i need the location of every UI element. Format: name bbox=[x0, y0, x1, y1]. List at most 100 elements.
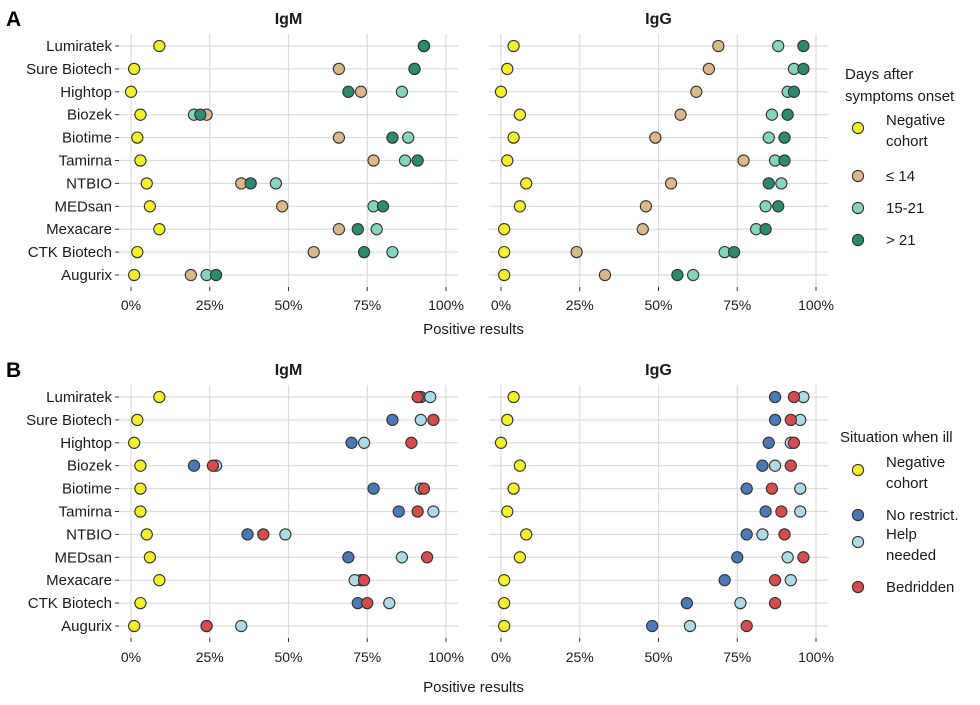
data-point bbox=[497, 574, 511, 587]
facet-igg: IgG 0% 25% 50% 75% 100% bbox=[489, 362, 834, 665]
data-point bbox=[342, 551, 355, 564]
x-tick-label: 75% bbox=[353, 297, 381, 313]
data-point bbox=[639, 200, 653, 213]
data-point bbox=[727, 245, 741, 259]
legend-item: 15-21 bbox=[851, 200, 924, 217]
x-tick-label: 75% bbox=[353, 649, 381, 665]
facet-igg: IgG 0% 25% 50% 75% 100% bbox=[489, 11, 834, 313]
data-point bbox=[383, 596, 396, 610]
legend-item: Help needed bbox=[851, 526, 936, 564]
data-point bbox=[781, 108, 794, 121]
data-point bbox=[734, 596, 747, 610]
legend-label: Help bbox=[886, 526, 917, 543]
data-point bbox=[494, 85, 508, 98]
data-point bbox=[762, 131, 775, 144]
data-point bbox=[520, 528, 533, 541]
y-category-label: CTK Biotech bbox=[28, 244, 112, 261]
data-point bbox=[497, 596, 511, 610]
y-category-label: Mexacare bbox=[46, 572, 112, 589]
data-point bbox=[781, 551, 794, 564]
data-point bbox=[332, 131, 346, 144]
data-point bbox=[683, 619, 697, 633]
data-point bbox=[501, 413, 514, 427]
y-category-label: Biotime bbox=[62, 481, 112, 498]
data-point bbox=[507, 390, 520, 404]
data-point bbox=[408, 62, 421, 76]
y-category-label: MEDsan bbox=[54, 549, 112, 566]
data-point bbox=[778, 528, 791, 541]
data-point bbox=[756, 459, 769, 472]
data-point bbox=[269, 177, 283, 190]
data-point bbox=[342, 85, 355, 98]
data-point bbox=[762, 436, 775, 449]
data-point bbox=[768, 459, 782, 472]
facet-title: IgM bbox=[275, 362, 303, 379]
data-point bbox=[687, 268, 700, 282]
y-category-label: CTK Biotech bbox=[28, 595, 112, 612]
legend-item: No restrict. bbox=[851, 507, 959, 524]
legend-item: ≤ 14 bbox=[851, 168, 915, 185]
panel-b: B IgM 0% 25% 50% 75% 100% IgG 0% 25% 50% 75% 100% Lum… bbox=[6, 359, 959, 696]
legend: Situation when ill Negative cohort No restr… bbox=[840, 429, 959, 596]
legend-label: needed bbox=[886, 547, 936, 564]
data-point bbox=[649, 131, 662, 144]
data-point bbox=[671, 268, 684, 282]
data-point bbox=[740, 619, 753, 633]
data-point bbox=[570, 245, 583, 259]
data-point bbox=[768, 574, 782, 587]
y-category-label: Tamirna bbox=[59, 153, 113, 170]
data-point bbox=[357, 245, 371, 259]
x-tick-label: 100% bbox=[798, 297, 834, 313]
x-tick-label: 50% bbox=[274, 649, 302, 665]
data-point bbox=[712, 39, 725, 53]
legend-label: cohort bbox=[886, 475, 929, 492]
data-point bbox=[143, 200, 157, 213]
data-point bbox=[405, 436, 418, 449]
data-point bbox=[370, 223, 383, 236]
data-point bbox=[307, 245, 320, 259]
data-point bbox=[784, 413, 797, 427]
data-point bbox=[140, 177, 153, 190]
data-point bbox=[332, 223, 346, 236]
data-point bbox=[153, 223, 166, 236]
legend-marker bbox=[851, 121, 865, 135]
data-point bbox=[411, 505, 424, 518]
data-point bbox=[768, 596, 782, 610]
data-point bbox=[235, 619, 248, 633]
data-point bbox=[768, 413, 782, 427]
y-category-label: Sure Biotech bbox=[26, 412, 112, 429]
data-point bbox=[127, 62, 141, 76]
legend-label: > 21 bbox=[886, 232, 916, 249]
data-point bbox=[395, 85, 409, 98]
data-point bbox=[276, 200, 289, 213]
legend-label: ≤ 14 bbox=[886, 168, 915, 185]
data-point bbox=[497, 223, 511, 236]
data-point bbox=[772, 200, 785, 213]
data-point bbox=[680, 596, 693, 610]
data-point bbox=[794, 482, 807, 495]
facet-title: IgG bbox=[645, 11, 672, 28]
data-point bbox=[357, 436, 371, 449]
legend-label: Bedridden bbox=[886, 579, 954, 596]
data-point bbox=[794, 505, 807, 518]
data-point bbox=[520, 177, 533, 190]
data-point bbox=[787, 85, 801, 98]
data-point bbox=[731, 551, 744, 564]
legend-label: cohort bbox=[886, 133, 929, 150]
data-point bbox=[646, 619, 659, 633]
data-point bbox=[143, 551, 157, 564]
data-point bbox=[257, 528, 270, 541]
legend-item: Negative cohort bbox=[851, 112, 945, 150]
data-point bbox=[386, 413, 399, 427]
data-point bbox=[513, 200, 527, 213]
data-point bbox=[513, 108, 527, 121]
data-point bbox=[759, 200, 772, 213]
data-point bbox=[134, 154, 147, 167]
legend-label: No restrict. bbox=[886, 507, 959, 524]
data-point bbox=[759, 505, 772, 518]
legend-label: Negative bbox=[886, 454, 945, 471]
data-point bbox=[131, 131, 144, 144]
data-point bbox=[187, 459, 201, 472]
data-point bbox=[244, 177, 257, 190]
data-point bbox=[134, 596, 147, 610]
